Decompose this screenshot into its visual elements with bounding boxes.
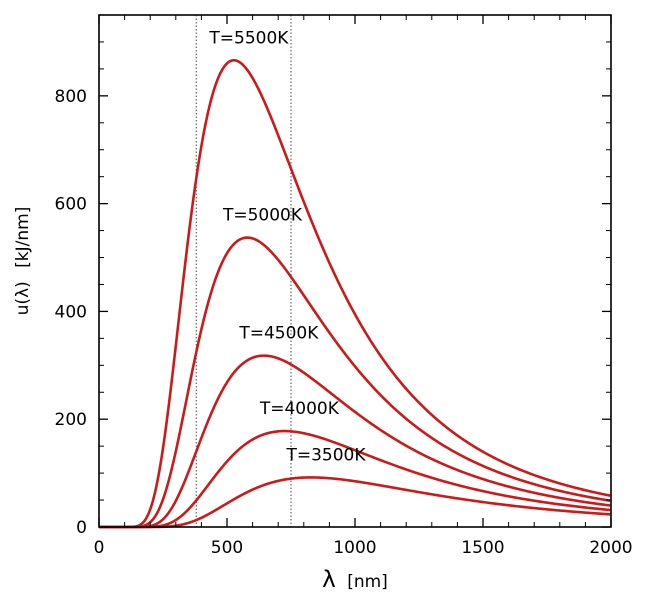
y-tick-label: 400 — [55, 302, 87, 322]
curve-label: T=3500K — [285, 445, 366, 465]
curve-label: T=5000K — [222, 206, 303, 226]
x-axis-unit: [nm] — [347, 572, 388, 592]
y-axis-unit: [kJ/nm] — [13, 207, 33, 268]
series-line — [99, 476, 611, 529]
curve-label: T=5500K — [208, 28, 289, 48]
x-tick-label: 0 — [94, 538, 105, 558]
y-tick-label: 0 — [76, 518, 87, 538]
x-tick-label: 1000 — [333, 538, 376, 558]
visible-band-lines — [195, 15, 292, 527]
axis-ticks — [98, 15, 612, 528]
curve-label: T=4500K — [238, 324, 319, 344]
x-tick-label: 1500 — [461, 538, 504, 558]
series-line — [99, 58, 611, 529]
svg-text:u(λ) [kJ/nm]: u(λ) [kJ/nm] — [13, 207, 33, 316]
series-line — [99, 354, 611, 529]
series-line — [99, 429, 611, 529]
tick-labels: 0 500 1000 1500 2000 0 200 400 600 800 — [55, 87, 633, 558]
curve-labels: T=3500K T=4000K T=4500K T=5000K T=5500K — [208, 28, 366, 465]
y-tick-label: 800 — [55, 87, 87, 107]
y-tick-label: 200 — [55, 410, 87, 430]
x-tick-label: 2000 — [589, 538, 632, 558]
x-tick-label: 500 — [211, 538, 243, 558]
curve-label: T=4000K — [259, 399, 340, 419]
y-axis-label: u(λ) [kJ/nm] — [13, 207, 33, 316]
y-axis-main: u(λ) — [13, 281, 33, 315]
x-axis-label: λ [nm] — [322, 567, 388, 593]
y-tick-label: 600 — [55, 195, 87, 215]
series-line — [99, 236, 611, 529]
x-axis-symbol: λ — [322, 567, 336, 593]
series-curves — [99, 58, 611, 529]
